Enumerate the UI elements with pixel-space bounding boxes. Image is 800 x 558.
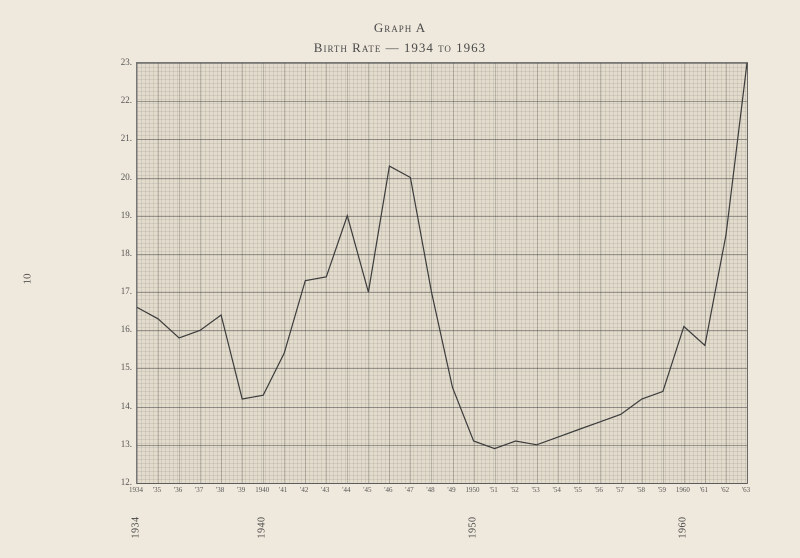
y-tick-label: 18. (108, 248, 132, 258)
line-series (137, 63, 747, 483)
x-tick-label: '46 (384, 486, 392, 494)
y-tick-label: 22. (108, 95, 132, 105)
page: 10 Graph A Birth Rate — 1934 to 1963 12.… (0, 0, 800, 558)
x-tick-label: '61 (700, 486, 708, 494)
x-tick-label: '62 (721, 486, 729, 494)
x-tick-label: '59 (658, 486, 666, 494)
y-tick-label: 14. (108, 401, 132, 411)
x-tick-label: '49 (447, 486, 455, 494)
page-number: 10 (22, 274, 34, 285)
x-tick-label: 1934 (129, 486, 143, 494)
x-tick-label: 1940 (255, 486, 269, 494)
x-tick-label: '38 (216, 486, 224, 494)
x-tick-label: '56 (595, 486, 603, 494)
gridline-x (747, 63, 748, 483)
graph-label: Graph A (0, 20, 800, 36)
y-tick-label: 17. (108, 286, 132, 296)
x-tick-label: '47 (405, 486, 413, 494)
x-tick-label: '51 (489, 486, 497, 494)
graph-title: Birth Rate — 1934 to 1963 (0, 40, 800, 56)
x-tick-label: '52 (510, 486, 518, 494)
x-tick-label: '36 (174, 486, 182, 494)
x-tick-label: '41 (279, 486, 287, 494)
y-tick-label: 19. (108, 210, 132, 220)
x-tick-label: '53 (532, 486, 540, 494)
x-tick-label: '63 (742, 486, 750, 494)
y-tick-label: 20. (108, 172, 132, 182)
x-tick-label: 1960 (676, 486, 690, 494)
chart-plot-area (136, 62, 748, 484)
x-decade-label: 1960 (677, 517, 688, 539)
x-tick-label: '43 (321, 486, 329, 494)
y-tick-label: 16. (108, 324, 132, 334)
y-tick-label: 15. (108, 362, 132, 372)
x-tick-label: '58 (637, 486, 645, 494)
x-tick-label: '42 (300, 486, 308, 494)
x-tick-label: '45 (363, 486, 371, 494)
x-decade-label: 1950 (467, 517, 478, 539)
x-tick-label: '54 (553, 486, 561, 494)
x-tick-label: '55 (574, 486, 582, 494)
gridline-y (137, 483, 747, 484)
x-decade-label: 1940 (257, 517, 268, 539)
chart: 12.13.14.15.16.17.18.19.20.21.22.23.1934… (108, 62, 748, 502)
x-tick-label: 1950 (466, 486, 480, 494)
y-tick-label: 21. (108, 133, 132, 143)
y-tick-label: 23. (108, 57, 132, 67)
x-tick-label: '39 (237, 486, 245, 494)
x-tick-label: '35 (153, 486, 161, 494)
y-tick-label: 13. (108, 439, 132, 449)
x-decade-label: 1934 (131, 517, 142, 539)
x-tick-label: '48 (426, 486, 434, 494)
title-block: Graph A Birth Rate — 1934 to 1963 (0, 0, 800, 56)
x-tick-label: '37 (195, 486, 203, 494)
x-tick-label: '57 (616, 486, 624, 494)
x-tick-label: '44 (342, 486, 350, 494)
